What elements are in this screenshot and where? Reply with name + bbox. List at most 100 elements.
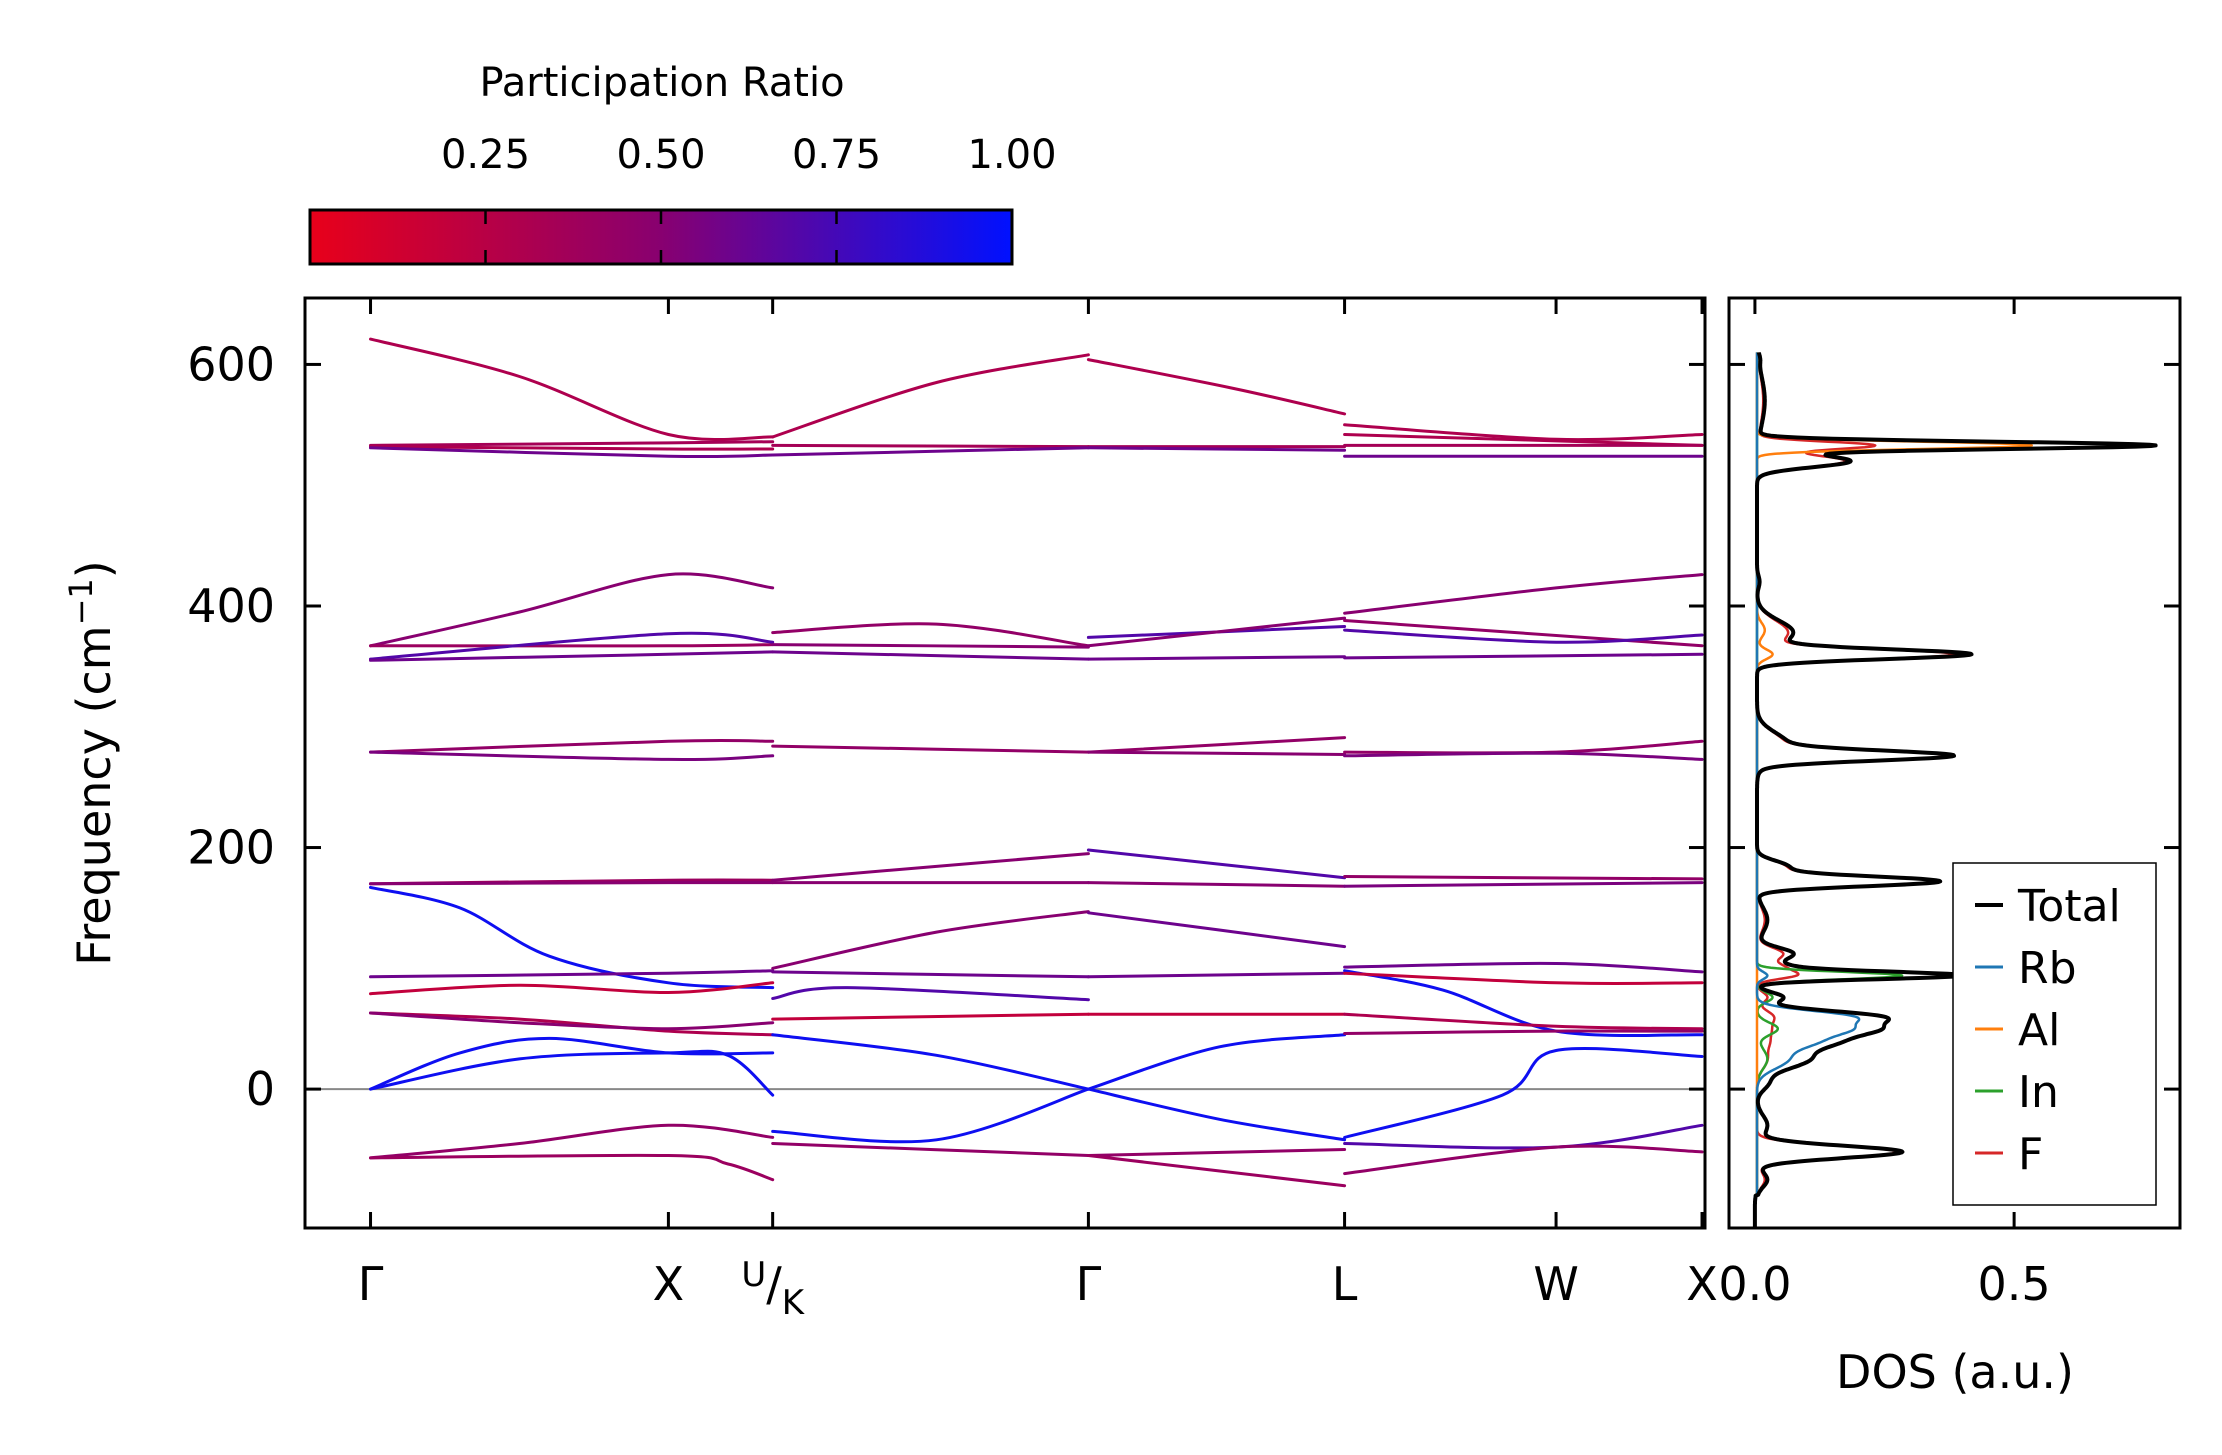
legend-label-total: Total — [2017, 881, 2121, 932]
band-line-seg4-b14 — [1343, 969, 1704, 1038]
kpoint-label: U/K — [741, 1255, 805, 1323]
kpoint-label: W — [1533, 1257, 1578, 1311]
dos-panel: 0.0 0.5 DOS (a.u.) Total Rb Al In F — [1718, 296, 2182, 1399]
colorbar: Participation Ratio 0.25 0.50 0.75 1.00 — [308, 60, 1057, 266]
legend-items: Total Rb Al In F — [1975, 881, 2121, 1180]
band-line-seg4-b5 — [1343, 573, 1704, 615]
band-line-seg3-b5 — [1086, 616, 1347, 648]
band-line-seg3-b6 — [1086, 655, 1347, 661]
band-line-seg2-b8 — [771, 852, 1090, 882]
dos-curve-total — [1752, 351, 2158, 1228]
band-line-seg3-b1 — [1086, 358, 1347, 416]
band-line-seg3-b14 — [1086, 1033, 1347, 1091]
band-line-seg4-b19 — [1343, 1123, 1704, 1150]
dos-plot-frame — [1727, 296, 2182, 1230]
band-line-seg2-b14 — [771, 1033, 1090, 1091]
kpoint-label: X — [653, 1257, 685, 1311]
colorbar-tick-label: 0.75 — [792, 132, 881, 178]
kpoint-label: L — [1332, 1257, 1358, 1311]
y-axis-label-text: Frequency (cm — [67, 625, 121, 965]
legend-label-f: F — [2018, 1129, 2043, 1180]
band-line-seg2-b4 — [771, 622, 1090, 648]
colorbar-title: Participation Ratio — [479, 60, 844, 106]
band-line-seg1-b1 — [369, 337, 775, 442]
band-structure-panel: 0 200 400 600 Γ X U/K Γ L W X Frequency (cm−1) — [62, 296, 2180, 1323]
band-lines — [369, 337, 1704, 1188]
colorbar-tick-label: 1.00 — [967, 132, 1056, 178]
band-line-seg4-b17 — [1343, 1029, 1704, 1035]
band-line-seg1-b16 — [369, 1011, 775, 1037]
dos-curve-rb — [1753, 351, 1861, 1228]
band-line-seg1-b17 — [369, 1011, 775, 1031]
band-line-seg3-b16 — [1086, 1148, 1347, 1157]
band-line-seg3-b7 — [1086, 736, 1347, 754]
band-line-seg2-b11 — [771, 970, 1090, 979]
band-line-seg2-b7 — [771, 744, 1090, 754]
band-line-seg3-b8 — [1086, 750, 1347, 756]
band-line-seg1-b13 — [369, 885, 775, 990]
kpoint-label: Γ — [358, 1257, 384, 1311]
legend-label-rb: Rb — [2018, 943, 2077, 994]
kpoint-label: Γ — [1076, 1257, 1102, 1311]
band-line-seg3-b12 — [1086, 971, 1347, 979]
band-line-seg1-b12 — [369, 881, 775, 886]
band-line-seg1-b6 — [369, 643, 775, 648]
dos-axis-ticks: 0.0 0.5 — [1718, 298, 2051, 1311]
band-line-seg4-b16 — [1343, 1012, 1704, 1031]
y-tick-label: 0 — [246, 1062, 275, 1116]
band-line-seg1-b8 — [369, 650, 775, 662]
band-line-seg2-b6 — [771, 643, 1090, 649]
dos-curve-f — [1753, 351, 1957, 1228]
legend-label-al: Al — [2018, 1005, 2060, 1056]
y-tick-label: 200 — [187, 821, 275, 875]
band-line-seg1-b15 — [369, 981, 775, 996]
band-line-seg2-b15 — [771, 1087, 1090, 1144]
y-axis-label-close: ) — [67, 560, 121, 578]
kpoint-label-part: U — [741, 1255, 766, 1295]
band-line-seg3-b15 — [1086, 1087, 1347, 1142]
band-line-seg4-b8 — [1343, 652, 1704, 660]
band-line-seg2-b1 — [771, 353, 1090, 439]
band-line-seg2-b12 — [771, 986, 1090, 1002]
band-line-seg4-b12 — [1343, 881, 1704, 888]
band-line-seg2-b13 — [771, 1012, 1090, 1021]
band-line-seg1-b19 — [369, 1049, 775, 1097]
dos-curves — [1752, 351, 2158, 1228]
band-line-seg1-b21 — [369, 1153, 775, 1182]
kpoint-ticks: Γ X U/K Γ L W X — [358, 298, 1718, 1323]
band-line-seg1-b2 — [369, 440, 775, 447]
band-line-seg1-b4 — [369, 446, 775, 459]
band-line-seg4-b20 — [1343, 1144, 1704, 1176]
band-plot-frame — [303, 296, 1707, 1230]
legend-box — [1952, 862, 2157, 1206]
y-axis-ticks: 0 200 400 600 — [187, 337, 2180, 1116]
y-axis-label: Frequency (cm−1) — [62, 560, 121, 965]
band-line-seg1-b20 — [369, 1123, 775, 1160]
kpoint-label-sub: K — [782, 1283, 806, 1323]
band-line-seg4-b10 — [1343, 751, 1704, 761]
kpoint-label: X — [1686, 1257, 1718, 1311]
band-line-seg4-b6 — [1343, 619, 1704, 648]
colorbar-tick-labels: 0.25 0.50 0.75 1.00 — [441, 132, 1057, 178]
band-line-seg4-b13 — [1343, 961, 1704, 974]
band-line-seg1-b3 — [369, 445, 775, 451]
band-line-seg3-b9 — [1086, 848, 1347, 880]
band-line-seg4-b1 — [1343, 423, 1704, 442]
dos-x-tick-label: 0.5 — [1978, 1257, 2051, 1311]
band-line-seg1-b18 — [369, 1036, 775, 1091]
band-line-seg4-b9 — [1343, 739, 1704, 755]
y-axis-label-superscript: −1 — [62, 578, 100, 625]
kpoint-label-slash: / — [766, 1257, 782, 1311]
colorbar-tick-label: 0.50 — [616, 132, 705, 178]
band-line-seg1-b10 — [369, 750, 775, 761]
band-line-seg2-b16 — [771, 1142, 1090, 1157]
colorbar-tick-label: 0.25 — [441, 132, 530, 178]
band-line-seg4-b11 — [1343, 875, 1704, 881]
band-line-seg1-b9 — [369, 738, 775, 754]
band-line-seg2-b10 — [771, 910, 1090, 970]
dos-legend: Total Rb Al In F — [1952, 862, 2157, 1206]
band-line-seg2-b5 — [771, 650, 1090, 661]
band-line-seg4-b15 — [1343, 971, 1704, 986]
band-line-seg4-b7 — [1343, 628, 1704, 644]
